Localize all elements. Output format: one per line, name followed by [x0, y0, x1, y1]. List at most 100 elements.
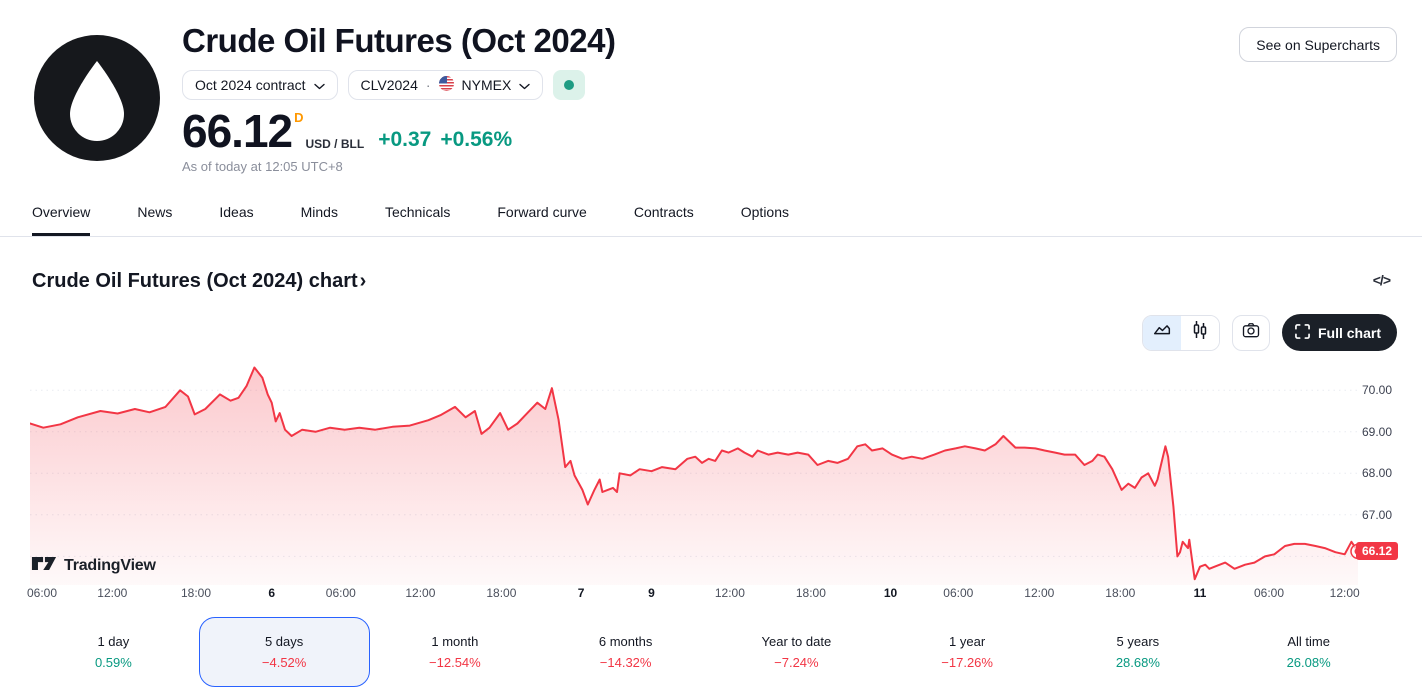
range-change: 26.08%	[1286, 655, 1331, 670]
candles-chart-type-button[interactable]	[1180, 315, 1219, 350]
contract-dropdown-label: Oct 2024 contract	[195, 77, 306, 93]
range-button-1-year[interactable]: 1 year −17.26%	[882, 617, 1053, 687]
price-line	[30, 366, 1358, 581]
market-open-dot-icon	[564, 80, 575, 90]
chevron-down-icon	[519, 77, 531, 93]
last-price: 66.12	[182, 105, 293, 157]
y-axis-tick: 69.00	[1362, 424, 1393, 439]
x-axis-tick: 06:00	[1253, 586, 1285, 600]
full-chart-label: Full chart	[1317, 324, 1381, 341]
page-title: Crude Oil Futures (Oct 2024)	[182, 22, 616, 59]
exchange-label: NYMEX	[461, 77, 512, 93]
candlestick-icon	[1190, 319, 1210, 346]
camera-icon	[1241, 320, 1261, 345]
change-absolute: +0.37	[378, 128, 432, 151]
daily-data-flag[interactable]: D	[294, 110, 304, 125]
price-block: 66.12 D USD / BLL +0.37 +0.56%	[182, 108, 512, 154]
market-status-indicator[interactable]	[553, 70, 586, 100]
x-axis-tick: 9	[648, 586, 655, 600]
x-axis-tick: 18:00	[795, 586, 826, 600]
price-change: +0.37 +0.56%	[378, 128, 512, 152]
range-button-5-days[interactable]: 5 days −4.52%	[198, 617, 370, 687]
price-unit: USD / BLL	[305, 137, 365, 151]
x-axis-tick: 12:00	[714, 586, 745, 600]
contract-dropdown[interactable]: Oct 2024 contract	[182, 70, 338, 100]
contract-pills: Oct 2024 contract CLV2024 ·	[182, 70, 586, 100]
chevron-right-icon: ›	[359, 270, 367, 292]
price-area-fill	[30, 367, 1358, 585]
range-change: 28.68%	[1115, 655, 1160, 670]
tab-overview[interactable]: Overview	[32, 204, 91, 236]
see-on-supercharts-button[interactable]: See on Supercharts	[1239, 27, 1397, 62]
x-axis-tick: 06:00	[325, 586, 356, 600]
range-label: 1 day	[97, 634, 130, 649]
chart-section-title[interactable]: Crude Oil Futures (Oct 2024) chart ›	[32, 270, 366, 293]
range-label: 5 years	[1116, 634, 1160, 649]
x-axis-tick: 7	[577, 586, 585, 600]
symbol-exchange-dropdown[interactable]: CLV2024 · NYMEX	[347, 70, 544, 100]
x-axis-tick: 11	[1193, 586, 1207, 600]
range-label: Year to date	[761, 634, 832, 649]
chevron-down-icon	[313, 77, 325, 93]
range-change: −12.54%	[429, 655, 481, 670]
range-change: −7.24%	[774, 655, 819, 670]
range-label: 5 days	[264, 634, 304, 649]
range-label: 1 month	[431, 634, 479, 649]
area-chart-plot[interactable]	[30, 355, 1358, 585]
chart-toolbar: Full chart	[1141, 314, 1397, 351]
range-button-year-to-date[interactable]: Year to date −7.24%	[711, 617, 882, 687]
tab-ideas[interactable]: Ideas	[219, 204, 254, 220]
snapshot-button[interactable]	[1231, 314, 1270, 351]
tradingview-watermark[interactable]: TradingView	[31, 555, 156, 577]
change-percent: +0.56%	[440, 128, 513, 151]
fullscreen-icon	[1295, 323, 1310, 342]
tab-technicals[interactable]: Technicals	[384, 204, 451, 220]
x-axis-tick: 12:00	[1024, 586, 1055, 600]
x-axis-tick: 10	[883, 586, 898, 600]
tradingview-watermark-text: TradingView	[64, 557, 156, 574]
range-button-1-day[interactable]: 1 day 0.59%	[28, 617, 199, 687]
full-chart-button[interactable]: Full chart	[1281, 314, 1397, 351]
separator-dot: ·	[425, 77, 431, 93]
tab-forward-curve[interactable]: Forward curve	[497, 204, 587, 220]
x-axis-tick: 06:00	[26, 586, 58, 600]
oil-drop-logo	[32, 33, 162, 163]
as-of-timestamp: As of today at 12:05 UTC+8	[182, 159, 343, 174]
page-tabs: Overview News Ideas Minds Technicals Forward …	[0, 199, 1422, 237]
last-price-badge: 66.12	[1356, 542, 1398, 561]
y-axis-tick: 70.00	[1362, 383, 1393, 398]
y-axis-tick: 68.00	[1362, 466, 1393, 481]
range-change: −4.52%	[261, 655, 307, 670]
chart-section-title-text: Crude Oil Futures (Oct 2024) chart	[32, 270, 358, 292]
x-axis-tick: 18:00	[180, 586, 212, 600]
range-button-1-month[interactable]: 1 month −12.54%	[370, 617, 541, 687]
y-axis-tick: 67.00	[1362, 507, 1393, 522]
symbol-label: CLV2024	[360, 77, 418, 93]
x-axis-tick: 12:00	[405, 586, 436, 600]
time-range-selector: 1 day 0.59% 5 days −4.52% 1 month −12.54% 6 mo…	[28, 617, 1394, 687]
range-button-5-years[interactable]: 5 years 28.68%	[1053, 617, 1224, 687]
tab-options[interactable]: Options	[740, 204, 789, 220]
area-chart-type-button[interactable]	[1142, 315, 1181, 350]
x-axis-tick: 12:00	[97, 586, 128, 600]
embed-code-icon[interactable]: </>	[1372, 272, 1391, 288]
chart-type-switcher	[1141, 314, 1220, 351]
x-axis-tick: 12:00	[1329, 586, 1360, 600]
range-button-all-time[interactable]: All time 26.08%	[1223, 617, 1394, 687]
area-chart-icon	[1151, 319, 1173, 346]
x-axis-tick: 06:00	[943, 586, 974, 600]
range-label: All time	[1287, 634, 1330, 649]
x-axis-labels: 06:00 12:00 18:00 6 06:00 12:00 18:00 7 9 12:00 18…	[0, 586, 1422, 604]
tab-contracts[interactable]: Contracts	[633, 204, 694, 220]
range-button-6-months[interactable]: 6 months −14.32%	[540, 617, 711, 687]
range-change: 0.59%	[94, 655, 132, 670]
x-axis-tick: 18:00	[486, 586, 517, 600]
x-axis-tick: 18:00	[1105, 586, 1136, 600]
range-change: −17.26%	[941, 655, 993, 670]
tab-minds[interactable]: Minds	[300, 204, 338, 220]
tab-news[interactable]: News	[137, 204, 173, 220]
range-change: −14.32%	[599, 655, 652, 670]
range-label: 1 year	[949, 634, 986, 649]
